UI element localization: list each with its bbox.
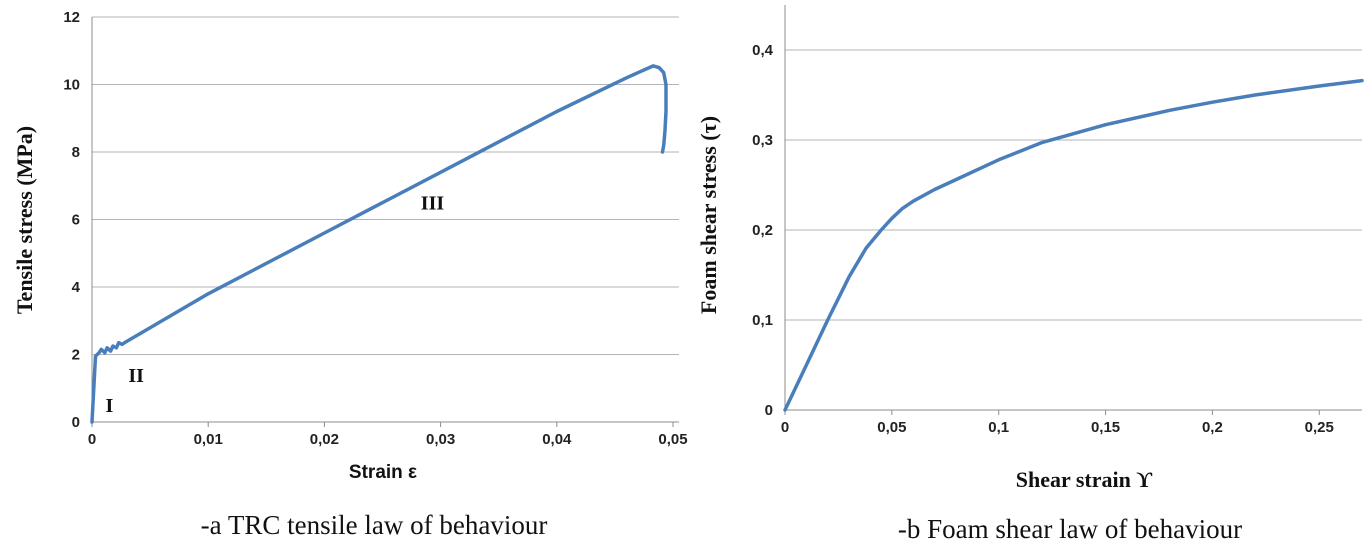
chart-a-caption: -a TRC tensile law of behaviour <box>201 510 548 540</box>
chart-a-gridlines <box>92 16 679 355</box>
a-x-tick-label: 0,05 <box>658 431 687 448</box>
b-x-tick-label: 0,25 <box>1305 419 1334 436</box>
chart-b-y-tick-labels: 0 0,1 0,2 0,3 0,4 <box>752 42 774 419</box>
chart-b-gridlines <box>785 49 1362 321</box>
a-y-tick-label: 10 <box>63 77 80 94</box>
chart-b-caption: -b Foam shear law of behaviour <box>898 514 1242 544</box>
b-y-tick-label: 0,1 <box>752 312 773 329</box>
b-x-tick-label: 0 <box>781 419 789 436</box>
a-y-tick-label: 12 <box>63 9 80 26</box>
chart-b-series-line <box>783 78 1364 412</box>
b-y-tick-label: 0,4 <box>752 42 774 59</box>
a-x-tick-label: 0 <box>88 431 96 448</box>
chart-a-y-tick-labels: 0 2 4 6 8 10 12 <box>63 9 80 431</box>
b-y-tick-label: 0,3 <box>752 132 773 149</box>
a-annotation: II <box>128 365 144 387</box>
b-x-tick-label: 0,2 <box>1202 419 1223 436</box>
b-x-tick-label: 0,15 <box>1091 419 1120 436</box>
chart-a-series-line <box>90 64 668 424</box>
chart-a-x-axis-title: Strain ε <box>349 462 417 483</box>
chart-b-y-axis-title: Foam shear stress (τ) <box>696 116 721 314</box>
a-y-tick-label: 8 <box>72 144 80 161</box>
chart-a-x-tick-labels: 0 0,01 0,02 0,03 0,04 0,05 <box>88 422 688 448</box>
a-y-tick-label: 4 <box>72 279 81 296</box>
b-y-tick-label: 0,2 <box>752 222 773 239</box>
a-y-tick-label: 6 <box>72 212 80 229</box>
a-y-tick-label: 0 <box>72 414 80 431</box>
a-annotation: I <box>106 395 114 417</box>
a-x-tick-label: 0,03 <box>426 431 455 448</box>
b-y-tick-label: 0 <box>765 402 773 419</box>
chart-b-x-axis-title: Shear strain ϒ <box>1016 467 1153 492</box>
chart-b-x-tick-labels: 0 0,05 0,1 0,15 0,2 0,25 <box>781 410 1334 436</box>
a-x-tick-label: 0,04 <box>542 431 572 448</box>
a-annotation: III <box>421 193 445 215</box>
a-x-tick-label: 0,01 <box>194 431 223 448</box>
a-x-tick-label: 0,02 <box>310 431 339 448</box>
chart-a-y-axis-title: Tensile stress (MPa) <box>12 126 37 314</box>
chart-b-foam-shear: 0 0,05 0,1 0,15 0,2 0,25 0 0,1 0,2 0,3 0,4 Shear … <box>696 5 1364 544</box>
b-x-tick-label: 0,1 <box>988 419 1009 436</box>
a-y-tick-label: 2 <box>72 347 80 364</box>
b-x-tick-label: 0,05 <box>877 419 906 436</box>
